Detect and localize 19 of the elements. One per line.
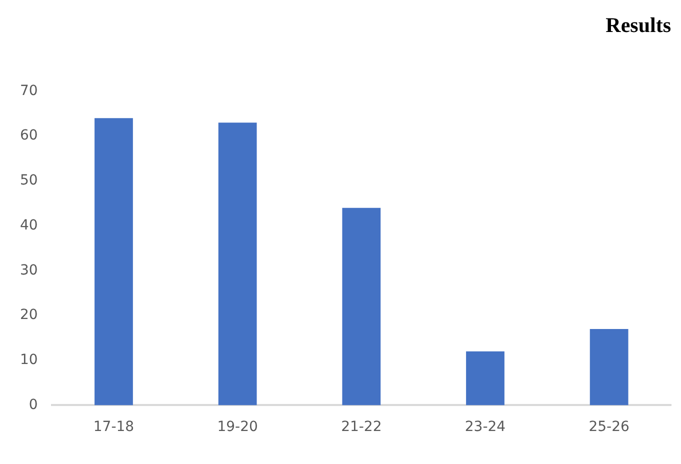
bar: [218, 122, 257, 406]
x-tick-label: 17-18: [93, 419, 134, 436]
bar: [590, 328, 628, 406]
y-tick-label: 60: [20, 128, 38, 144]
x-tick-label: 23-24: [464, 419, 506, 436]
y-tick-label: 0: [28, 396, 38, 413]
y-tick-label: 30: [20, 262, 38, 278]
bar: [466, 351, 504, 406]
y-tick-label: 70: [20, 82, 38, 99]
bar: [94, 118, 133, 406]
chart-title: Results: [606, 13, 671, 38]
y-tick-label: 50: [20, 172, 38, 189]
y-tick-label: 20: [20, 307, 38, 324]
x-tick-label: 21-22: [341, 419, 382, 436]
y-tick-label: 40: [20, 217, 38, 234]
x-tick-label: 25-26: [588, 419, 630, 436]
y-tick-label: 10: [20, 352, 38, 368]
bar: [342, 208, 381, 406]
x-tick-label: 19-20: [217, 419, 258, 436]
